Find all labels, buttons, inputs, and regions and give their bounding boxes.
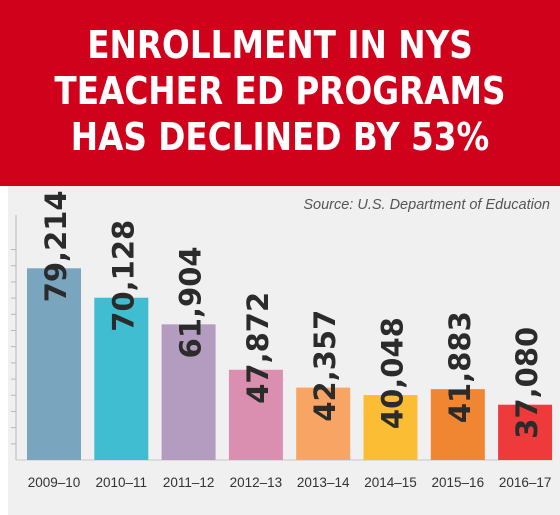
x-tick-label: 2009–10 xyxy=(28,475,81,490)
bar-value-label: 61,904 xyxy=(174,246,208,358)
bar-2009–10 xyxy=(27,268,81,460)
chart-title: ENROLLMENT IN NYS TEACHER ED PROGRAMS HA… xyxy=(39,22,521,160)
x-tick-label: 2010–11 xyxy=(96,475,148,490)
bar-value-label: 42,357 xyxy=(308,310,342,422)
bar-2013–14 xyxy=(296,387,351,460)
bar-2012–13 xyxy=(228,369,283,460)
x-tick-label: 2011–12 xyxy=(163,475,215,490)
bar-2010–11 xyxy=(94,297,149,460)
bar-2015–16 xyxy=(430,389,485,460)
bar-2011–12 xyxy=(161,324,216,460)
x-tick-label: 2012–13 xyxy=(230,475,283,490)
bar-value-label: 79,214 xyxy=(39,190,73,302)
x-tick-label: 2016–17 xyxy=(499,475,552,490)
x-tick-label: 2015–16 xyxy=(432,475,485,490)
x-tick-label: 2014–15 xyxy=(364,475,417,490)
title-line-3: HAS DECLINED BY 53% xyxy=(70,115,490,159)
title-line-1: ENROLLMENT IN NYS xyxy=(87,23,473,67)
bar-2016–17 xyxy=(498,404,553,460)
bar-value-label: 41,883 xyxy=(443,311,477,423)
title-line-2: TEACHER ED PROGRAMS xyxy=(54,69,506,113)
bar-value-label: 70,128 xyxy=(106,220,140,332)
source-note: Source: U.S. Department of Education xyxy=(303,197,550,213)
bar-value-label: 47,872 xyxy=(241,292,275,404)
bar-value-label: 40,048 xyxy=(376,317,410,429)
title-banner xyxy=(0,0,560,186)
bar-value-label: 37,080 xyxy=(510,327,544,439)
bar-2014–15 xyxy=(363,395,418,460)
x-tick-label: 2013–14 xyxy=(297,475,350,490)
